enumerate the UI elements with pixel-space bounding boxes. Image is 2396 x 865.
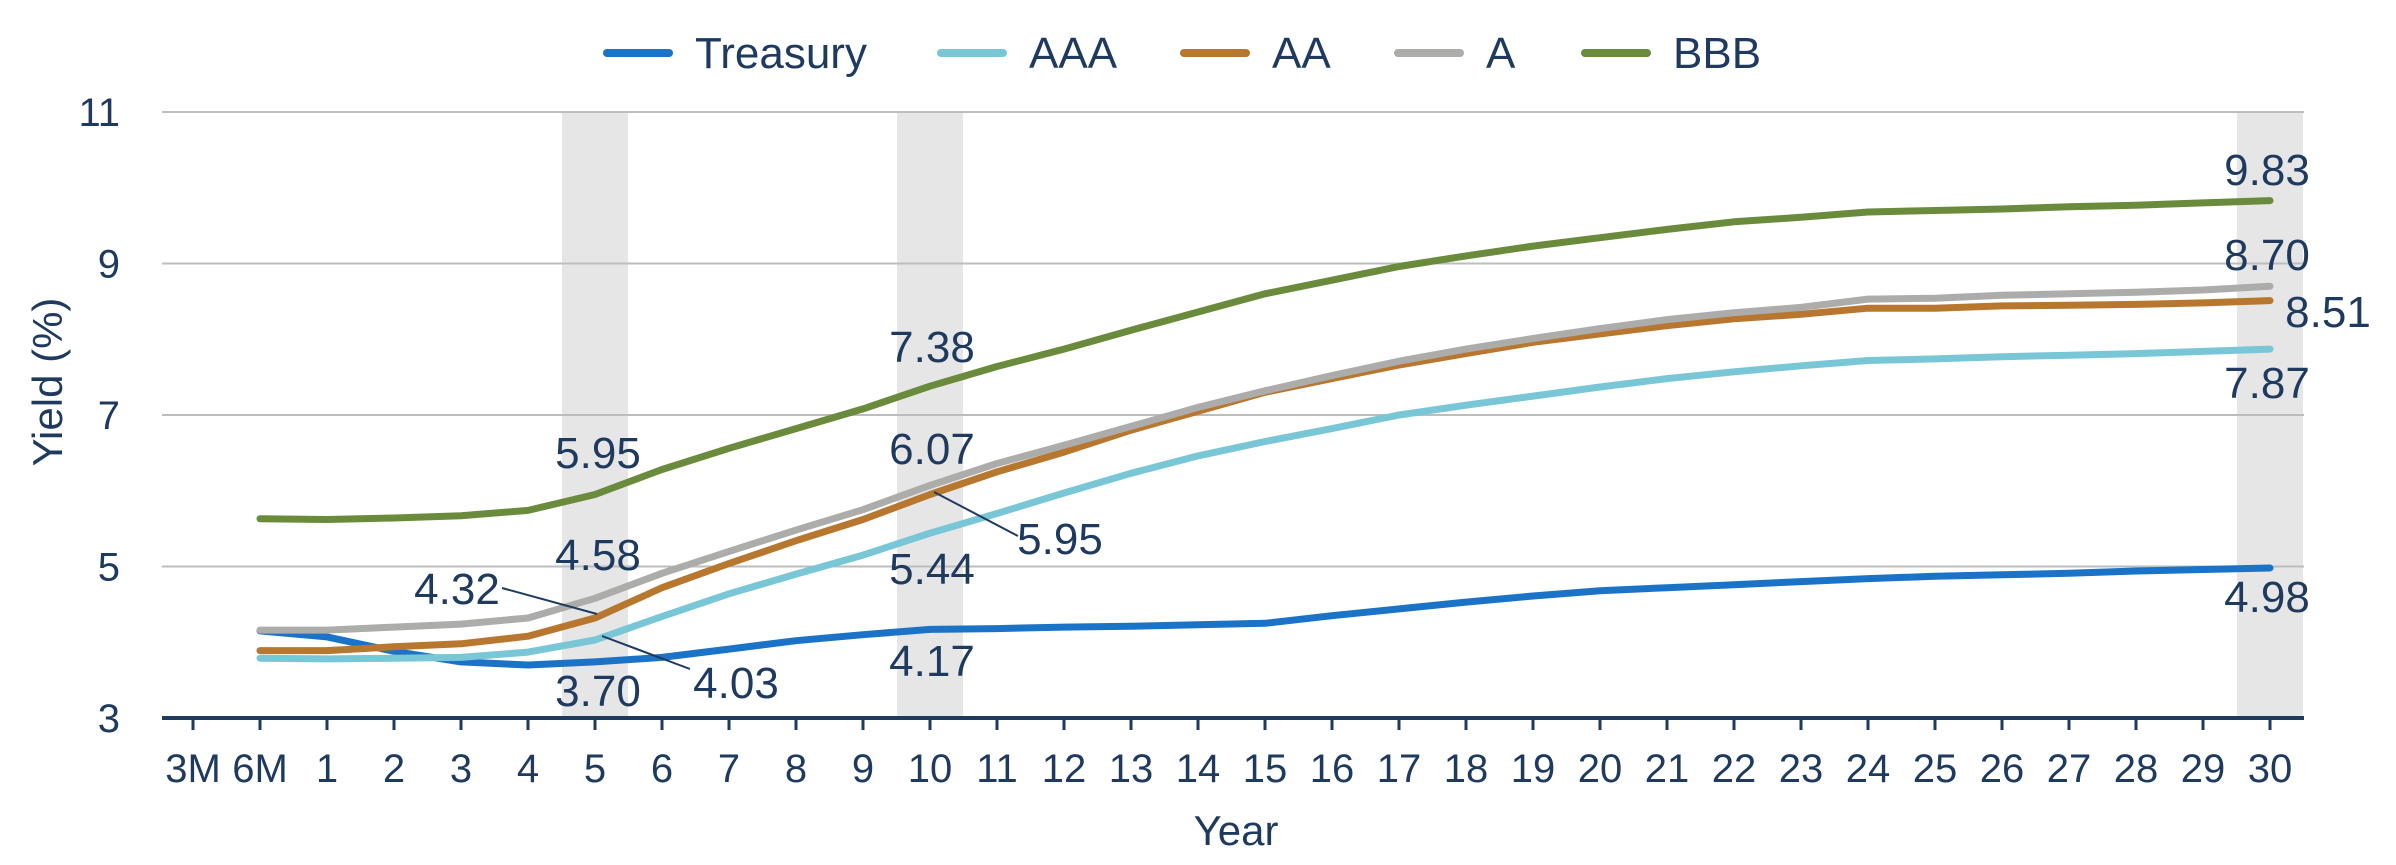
callout-aa-10: 5.95 <box>1017 515 1103 564</box>
x-axis-title: Year <box>1194 807 1279 854</box>
x-axis: 3M 6M 1 2 3 4 5 6 7 8 9 10 11 12 13 14 15 16 17 18 19 20 21 22 2… <box>162 716 2304 791</box>
x-tick-label: 3M <box>165 747 221 791</box>
legend-label: AA <box>1272 29 1331 78</box>
x-tick-label: 6M <box>232 747 288 791</box>
gridlines <box>162 111 2304 568</box>
callout-a-10: 6.07 <box>889 425 975 474</box>
legend-item-treasury: Treasury <box>603 29 867 78</box>
legend-item-aaa: AAA <box>937 29 1118 78</box>
x-tick-label: 13 <box>1109 747 1154 791</box>
legend-item-bbb: BBB <box>1581 29 1761 78</box>
series-line-treasury <box>256 564 2274 669</box>
callout-aaa-30: 7.87 <box>2224 359 2310 408</box>
legend-item-aa: AA <box>1180 29 1331 78</box>
x-tick-label: 9 <box>852 747 874 791</box>
x-tick-label: 21 <box>1645 747 1690 791</box>
x-tick-label: 3 <box>450 747 472 791</box>
x-tick-label: 23 <box>1779 747 1824 791</box>
leader-line <box>933 491 1019 537</box>
series-line-bbb <box>256 197 2274 523</box>
x-tick-label: 18 <box>1444 747 1489 791</box>
leader-line <box>601 635 691 670</box>
callout-aaa-5: 4.03 <box>693 659 779 708</box>
x-tick-label: 17 <box>1377 747 1422 791</box>
x-tick-label: 14 <box>1176 747 1221 791</box>
x-tick-label: 10 <box>908 747 953 791</box>
callout-aa-30: 8.51 <box>2285 288 2371 337</box>
callout-aaa-10: 5.44 <box>889 545 975 594</box>
x-tick-label: 8 <box>785 747 807 791</box>
callout-bbb-5: 5.95 <box>555 429 641 478</box>
series-lines <box>256 197 2274 669</box>
y-tick-label: 7 <box>98 394 120 438</box>
legend-item-a: A <box>1394 29 1516 78</box>
x-tick-label: 12 <box>1042 747 1087 791</box>
x-tick-label: 1 <box>316 747 338 791</box>
x-tick-label: 25 <box>1913 747 1958 791</box>
x-tick-label: 11 <box>976 747 1018 791</box>
legend-label: A <box>1486 29 1516 78</box>
x-tick-label: 16 <box>1310 747 1355 791</box>
y-tick-label: 3 <box>98 697 120 741</box>
callout-a-5: 4.58 <box>555 531 641 580</box>
callout-bbb-10: 7.38 <box>889 323 975 372</box>
x-tick-label: 7 <box>718 747 740 791</box>
callout-treasury-30: 4.98 <box>2224 573 2310 622</box>
legend: Treasury AAA AA A BBB <box>603 29 1761 78</box>
x-tick-label: 26 <box>1980 747 2025 791</box>
y-tick-label: 9 <box>98 243 120 287</box>
x-tick-label: 15 <box>1243 747 1288 791</box>
callout-leaders <box>501 491 1019 670</box>
y-tick-label: 11 <box>78 91 120 135</box>
legend-label: BBB <box>1673 29 1761 78</box>
series-line-aaa <box>256 345 2274 663</box>
y-axis-title: Yield (%) <box>24 298 71 467</box>
x-tick-label: 6 <box>651 747 673 791</box>
leader-line <box>501 587 598 615</box>
x-tick-label: 20 <box>1578 747 1623 791</box>
series-line-a <box>256 282 2274 634</box>
x-tick-label: 27 <box>2047 747 2092 791</box>
x-tick-label: 30 <box>2248 747 2293 791</box>
legend-label: Treasury <box>695 29 867 78</box>
callout-treasury-5: 3.70 <box>555 667 641 716</box>
data-callouts: 5.95 4.58 4.32 4.03 3.70 7.38 6.07 5.95 5.44 4.17… <box>414 146 2371 716</box>
callout-bbb-30: 9.83 <box>2224 146 2310 195</box>
x-tick-label: 2 <box>383 747 405 791</box>
callout-a-30: 8.70 <box>2224 231 2310 280</box>
legend-label: AAA <box>1029 29 1118 78</box>
x-tick-label: 24 <box>1846 747 1891 791</box>
x-tick-label: 4 <box>517 747 539 791</box>
callout-treasury-10: 4.17 <box>889 637 975 686</box>
y-tick-label: 5 <box>98 546 120 590</box>
y-axis: 3 5 7 9 11 <box>78 91 120 741</box>
x-tick-label: 5 <box>584 747 606 791</box>
x-tick-label: 29 <box>2181 747 2226 791</box>
x-tick-label: 19 <box>1511 747 1556 791</box>
x-tick-label: 28 <box>2114 747 2159 791</box>
callout-aa-5: 4.32 <box>414 565 500 614</box>
x-tick-label: 22 <box>1712 747 1757 791</box>
